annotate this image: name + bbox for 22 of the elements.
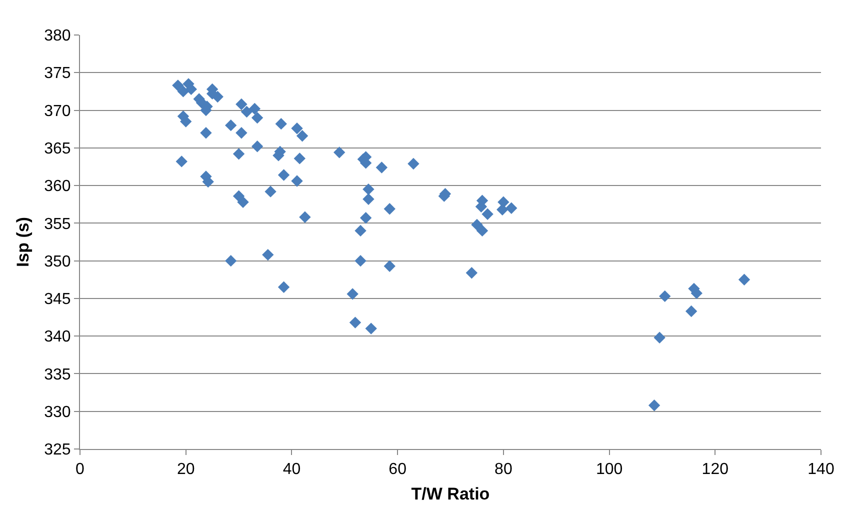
y-tick-label: 350 (44, 253, 71, 270)
y-tick-label: 325 (44, 442, 71, 459)
x-tick-label: 100 (596, 461, 623, 478)
x-tick-label: 20 (176, 461, 195, 478)
y-tick-label: 330 (44, 404, 71, 421)
x-tick-label: 60 (388, 461, 407, 478)
x-tick-label: 80 (494, 461, 512, 478)
y-tick-label: 365 (44, 140, 71, 158)
x-tick-label: 0 (76, 461, 85, 478)
y-tick-label: 335 (44, 366, 71, 384)
y-axis-title: Isp (s) (14, 216, 33, 268)
y-tick-label: 375 (44, 65, 71, 82)
y-tick-label: 380 (44, 28, 71, 45)
y-tick-label: 340 (44, 328, 71, 346)
x-tick-label: 40 (282, 461, 301, 478)
y-tick-label: 370 (44, 102, 71, 120)
y-tick-label: 345 (44, 291, 71, 308)
y-tick-label: 360 (44, 178, 71, 196)
x-tick-label: 120 (702, 461, 729, 478)
x-axis-title: T/W Ratio (411, 484, 490, 504)
x-tick-label: 140 (808, 461, 834, 478)
y-tick-label: 355 (44, 216, 71, 233)
